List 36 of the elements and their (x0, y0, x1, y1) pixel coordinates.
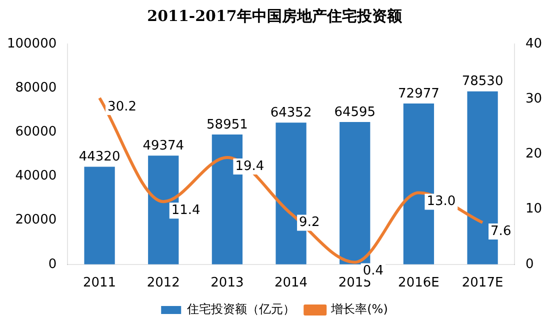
x-tick-label: 2013 (210, 276, 244, 291)
data-label: 30.2 (108, 99, 136, 114)
y-tick-label: 80000 (15, 80, 57, 96)
y2-tick-label: 40 (525, 36, 542, 52)
y-tick-label: 100000 (6, 36, 57, 52)
x-tick-label: 2017E (462, 276, 504, 291)
data-label: 7.6 (490, 224, 512, 239)
data-label: 13.0 (426, 194, 456, 210)
data-label: 78530 (462, 74, 504, 90)
x-tick-label: 2011 (82, 276, 116, 291)
data-label: 11.4 (171, 202, 200, 218)
data-label: 58951 (206, 117, 248, 132)
legend-label: 住宅投资额（亿元） (186, 302, 296, 316)
bar (84, 166, 115, 264)
bar (340, 122, 370, 264)
data-label: 0.4 (362, 264, 384, 279)
x-tick-label: 2012 (146, 276, 180, 291)
data-label: 64595 (334, 104, 376, 120)
y-tick-label: 0 (48, 256, 57, 272)
y-tick-label: 40000 (15, 168, 57, 184)
legend-label: 增长率(%) (330, 302, 388, 316)
y2-tick-label: 30 (525, 91, 542, 106)
y2-tick-label: 0 (525, 256, 534, 272)
y-tick-label: 60000 (15, 124, 57, 140)
data-label: 9.2 (299, 215, 320, 230)
y2-tick-label: 20 (525, 146, 542, 162)
y2-tick-label: 10 (525, 202, 542, 217)
data-label: 72977 (398, 86, 440, 102)
data-label: 44320 (78, 150, 120, 165)
chart-title: 2011-2017年中国房地产住宅投资额 (147, 6, 403, 25)
data-label: 19.4 (235, 158, 264, 174)
x-tick-label: 2014 (274, 276, 308, 291)
data-label: 64352 (270, 105, 312, 120)
x-tick-label: 2016E (398, 276, 440, 291)
y-tick-label: 20000 (15, 212, 57, 228)
data-label: 49374 (142, 138, 184, 154)
